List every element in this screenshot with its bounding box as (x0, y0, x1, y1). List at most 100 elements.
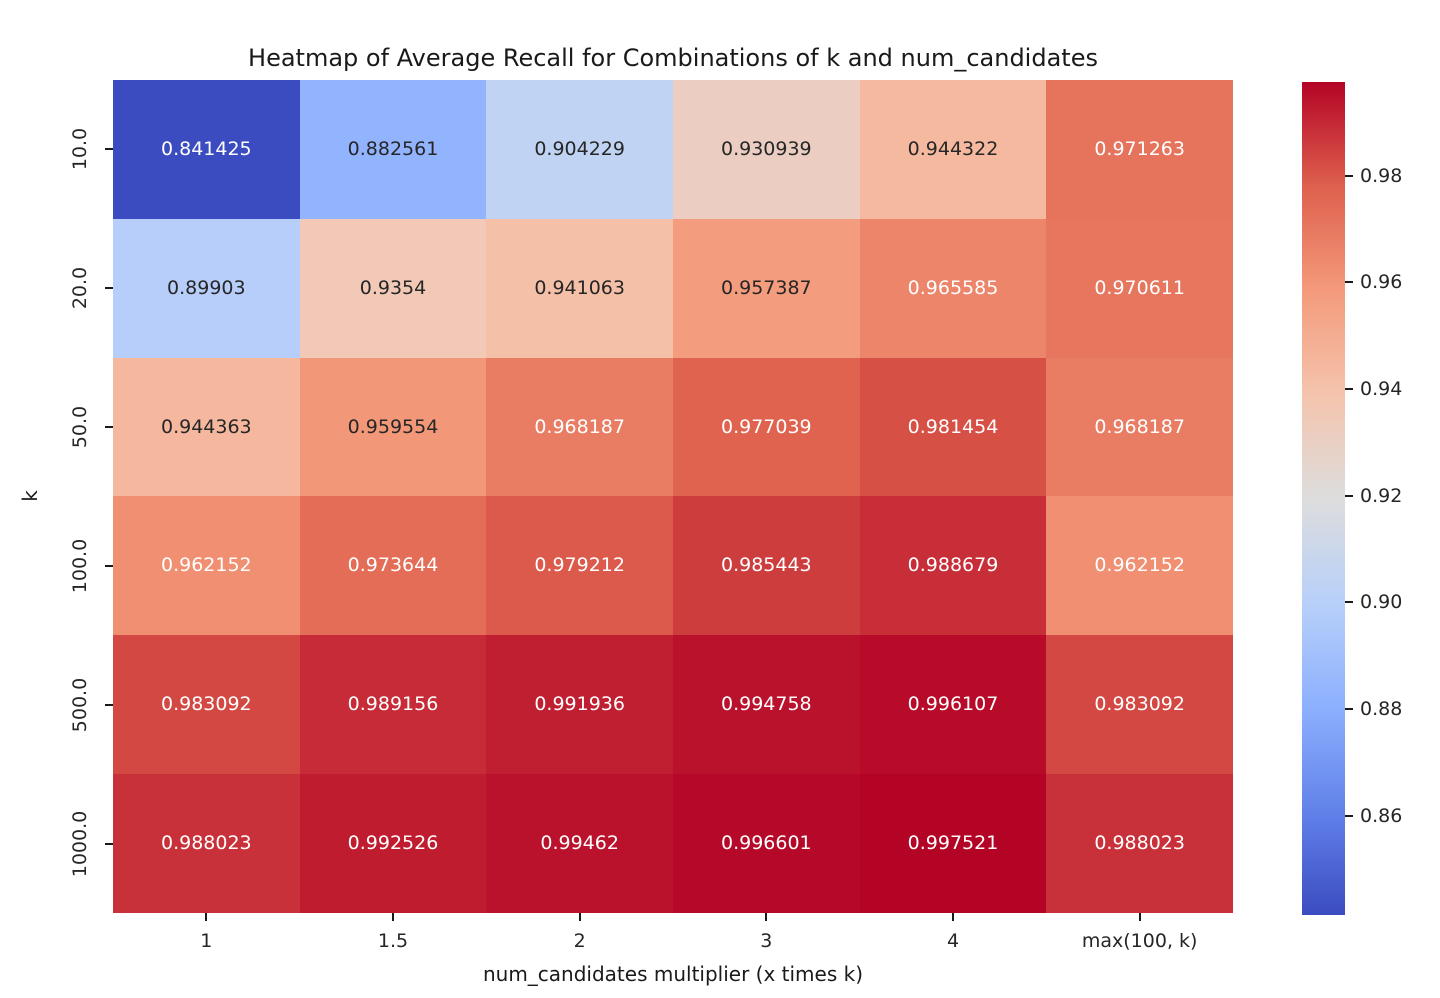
cell-value: 0.968187 (534, 415, 625, 438)
x-tick-label: 2 (573, 930, 586, 952)
cell-value: 0.977039 (720, 415, 812, 438)
y-tick-label: 50.0 (69, 405, 91, 449)
cell-value: 0.997521 (907, 832, 999, 855)
cell-value: 0.9354 (359, 276, 427, 299)
tick-mark (105, 842, 113, 845)
cell-value: 0.962152 (160, 554, 252, 577)
cell-value: 0.965585 (907, 276, 999, 299)
heatmap-cell: 0.944363 (113, 357, 300, 497)
tick-mark (205, 913, 208, 921)
colorbar (1302, 82, 1345, 915)
tick-mark (392, 913, 394, 921)
heatmap-cell: 0.959554 (299, 357, 487, 497)
tick-mark (1345, 281, 1353, 284)
cell-value: 0.988023 (1094, 832, 1185, 855)
x-tick-label: 3 (760, 930, 773, 952)
heatmap-cell: 0.991936 (486, 635, 673, 775)
heatmap-cell: 0.988023 (113, 774, 300, 913)
heatmap-cell: 0.89903 (113, 218, 300, 358)
cell-value: 0.944363 (160, 415, 252, 438)
cell-value: 0.970611 (1094, 276, 1185, 299)
tick-mark (1345, 174, 1353, 177)
cell-value: 0.941063 (534, 276, 625, 299)
heatmap-cell: 0.904229 (486, 80, 673, 219)
heatmap-cell: 0.996107 (859, 635, 1047, 775)
heatmap-cell: 0.973644 (299, 496, 487, 636)
tick-mark (105, 287, 113, 290)
tick-mark (765, 913, 768, 921)
tick-mark (105, 426, 113, 429)
heatmap-cell: 0.930939 (673, 80, 860, 219)
heatmap-cell: 0.9354 (299, 218, 487, 358)
cell-value: 0.904229 (534, 137, 625, 160)
heatmap-cell: 0.994758 (673, 635, 860, 775)
y-tick-label: 20.0 (69, 267, 91, 310)
cell-value: 0.992526 (347, 832, 439, 855)
heatmap-cell: 0.996601 (673, 774, 860, 913)
cell-value: 0.971263 (1094, 137, 1185, 160)
heatmap-cell: 0.985443 (673, 496, 860, 636)
tick-mark (1345, 494, 1353, 497)
heatmap-cell: 0.989156 (299, 635, 487, 775)
heatmap-cell: 0.841425 (113, 80, 300, 219)
heatmap-cell: 0.962152 (1046, 496, 1233, 636)
heatmap-cell: 0.992526 (299, 774, 487, 913)
colorbar-tick-label: 0.88 (1360, 698, 1403, 721)
cell-value: 0.973644 (347, 554, 439, 577)
tick-mark (952, 913, 954, 921)
heatmap-cell: 0.970611 (1046, 218, 1233, 358)
heatmap-cell: 0.988679 (859, 496, 1047, 636)
tick-mark (1345, 708, 1353, 711)
chart-title: Heatmap of Average Recall for Combinatio… (248, 44, 1098, 72)
cell-value: 0.991936 (534, 693, 625, 716)
tick-mark (1345, 601, 1353, 604)
heatmap-cell: 0.983092 (1046, 635, 1233, 775)
x-tick-label: 1 (200, 930, 213, 952)
heatmap-cell: 0.981454 (859, 357, 1047, 497)
tick-mark (578, 913, 581, 921)
x-axis-label: num_candidates multiplier (x times k) (482, 962, 864, 986)
colorbar-tick-label: 0.92 (1360, 484, 1403, 507)
cell-value: 0.957387 (720, 276, 812, 299)
cell-value: 0.89903 (167, 276, 246, 299)
heatmap-cell: 0.99462 (486, 774, 673, 913)
cell-value: 0.983092 (1094, 693, 1185, 716)
cell-value: 0.983092 (160, 693, 252, 716)
heatmap-cell: 0.957387 (673, 218, 860, 358)
cell-value: 0.996107 (907, 693, 999, 716)
heatmap-cell: 0.944322 (859, 80, 1047, 219)
heatmap-cell: 0.983092 (113, 635, 300, 775)
cell-value: 0.988679 (907, 554, 999, 577)
colorbar-tick-label: 0.96 (1360, 271, 1403, 294)
heatmap-cell: 0.988023 (1046, 774, 1233, 913)
heatmap-cell: 0.962152 (113, 496, 300, 636)
heatmap-cell: 0.977039 (673, 357, 860, 497)
tick-mark (1345, 387, 1353, 390)
tick-mark (1345, 814, 1353, 817)
colorbar-tick-label: 0.98 (1360, 164, 1403, 187)
tick-mark (105, 564, 113, 567)
colorbar-tick-label: 0.94 (1360, 377, 1403, 400)
y-tick-label: 10.0 (69, 128, 91, 171)
cell-value: 0.985443 (720, 554, 812, 577)
heatmap-plot: 0.841425 0.882561 0.904229 0.930939 0.944322… (113, 80, 1233, 913)
cell-value: 0.989156 (347, 693, 439, 716)
x-tick-label: 1.5 (377, 930, 409, 952)
cell-value: 0.944322 (907, 137, 999, 160)
y-tick-label: 500.0 (69, 677, 91, 732)
tick-mark (105, 148, 113, 151)
y-axis-label: k (18, 490, 42, 502)
cell-value: 0.841425 (160, 137, 252, 160)
heatmap-cell: 0.941063 (486, 218, 673, 358)
cell-value: 0.99462 (540, 832, 619, 855)
cell-value: 0.979212 (534, 554, 625, 577)
x-tick-label: 4 (946, 930, 960, 952)
x-tick-label: max(100, k) (1081, 930, 1198, 952)
heatmap-cell: 0.968187 (486, 357, 673, 497)
cell-value: 0.996601 (720, 832, 812, 855)
heatmap-cell: 0.968187 (1046, 357, 1233, 497)
heatmap-cell: 0.979212 (486, 496, 673, 636)
tick-mark (105, 703, 113, 706)
cell-value: 0.981454 (907, 415, 999, 438)
